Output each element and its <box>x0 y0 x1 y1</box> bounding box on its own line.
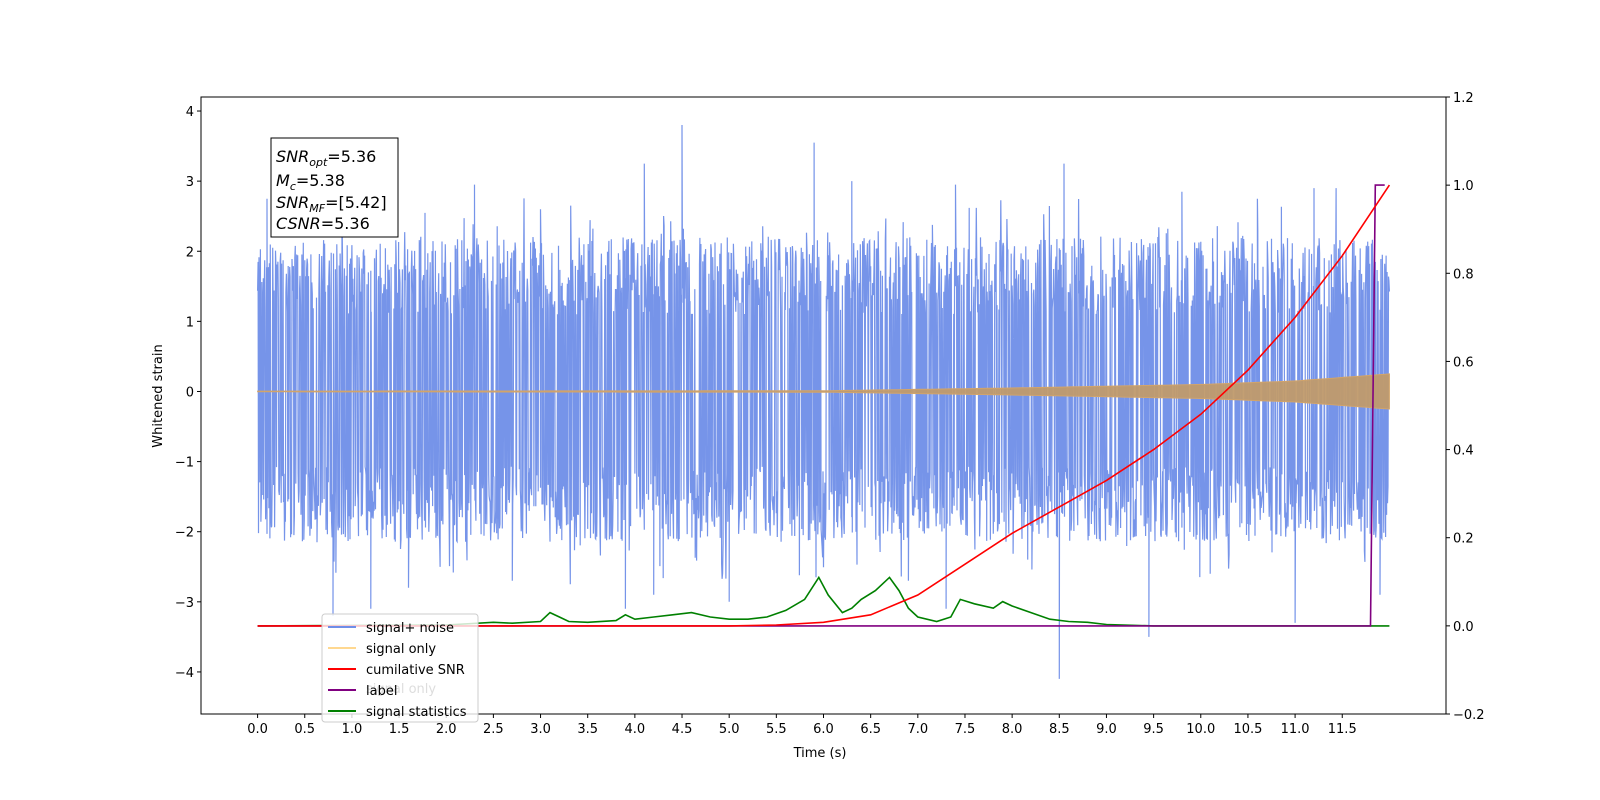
x-axis-ticks: 0.0 0.5 1.0 1.5 2.0 2.5 3.0 3.5 4.0 4.5 5.0 5.5 6.0 6… <box>247 714 1357 737</box>
y2-tick-label: 1.2 <box>1453 91 1474 106</box>
y2-tick-label: 0.0 <box>1453 620 1474 635</box>
y-tick-label: −4 <box>175 666 194 681</box>
x-tick-label: 6.0 <box>813 722 834 737</box>
legend-label: signal statistics <box>366 705 467 720</box>
y2-tick-label: 0.4 <box>1453 444 1474 459</box>
x-tick-label: 2.0 <box>436 722 457 737</box>
y-tick-label: 0 <box>186 385 194 400</box>
annotation-mc: Mc=5.38 <box>276 171 345 193</box>
series-cumulative-snr <box>257 184 1391 627</box>
y-tick-label: 4 <box>186 105 194 120</box>
x-axis-label: Time (s) <box>793 746 847 761</box>
y2-tick-label: 1.0 <box>1453 179 1474 194</box>
legend-label: label <box>366 684 397 699</box>
x-tick-label: 0.5 <box>294 722 315 737</box>
annotation-frame <box>270 137 399 238</box>
x-tick-label: 6.5 <box>860 722 881 737</box>
x-tick-label: 5.5 <box>766 722 787 737</box>
y-tick-label: 3 <box>186 175 194 190</box>
x-tick-label: 11.0 <box>1281 722 1310 737</box>
x-tick-label: 4.5 <box>672 722 693 737</box>
y-tick-label: −2 <box>175 526 194 541</box>
x-tick-label: 3.0 <box>530 722 551 737</box>
legend-label: cumilative SNR <box>366 663 465 678</box>
y2-tick-label: −0.2 <box>1453 708 1485 723</box>
y-tick-label: −3 <box>175 596 194 611</box>
series-signal-noise <box>257 124 1390 679</box>
y-axis-ticks: 4 3 2 1 0 −1 −2 −3 −4 <box>175 105 201 681</box>
series-label <box>257 184 1385 627</box>
legend-label: signal+ noise <box>366 621 454 636</box>
x-tick-label: 7.0 <box>907 722 928 737</box>
x-tick-label: 11.5 <box>1328 722 1357 737</box>
annotation-box: SNRopt=5.36 Mc=5.38 SNRMF=[5.42] CSNR=5.… <box>270 137 399 238</box>
y2-tick-label: 0.8 <box>1453 267 1474 282</box>
series-signal-only <box>257 373 1390 410</box>
y2-axis-ticks: 1.2 1.0 0.8 0.6 0.4 0.2 0.0 −0.2 <box>1446 91 1485 723</box>
legend-items: signal+ noise signal only cumilative SNR la… <box>328 621 467 720</box>
x-tick-label: 1.5 <box>389 722 410 737</box>
y-axis-label: Whitened strain <box>151 344 166 447</box>
annotation-csnr: CSNR=5.36 <box>276 214 370 233</box>
y2-tick-label: 0.2 <box>1453 532 1474 547</box>
y-tick-label: 2 <box>186 245 194 260</box>
plot-content <box>257 124 1391 679</box>
y-tick-label: −1 <box>175 456 194 471</box>
x-tick-label: 9.5 <box>1143 722 1164 737</box>
legend: signal only signal+ noise signal only cumi… <box>321 613 479 723</box>
y2-tick-label: 0.6 <box>1453 355 1474 370</box>
legend-ghost-text: signal only <box>366 682 436 697</box>
annotation-snr-mf: SNRMF=[5.42] <box>276 193 387 215</box>
x-tick-label: 10.5 <box>1233 722 1262 737</box>
x-tick-label: 3.5 <box>577 722 598 737</box>
legend-label: signal only <box>366 642 436 657</box>
x-tick-label: 10.0 <box>1186 722 1215 737</box>
x-tick-label: 0.0 <box>247 722 268 737</box>
annotation-snr-opt: SNRopt=5.36 <box>276 147 376 169</box>
x-tick-label: 4.0 <box>625 722 646 737</box>
legend-frame <box>321 613 479 723</box>
x-tick-label: 8.0 <box>1002 722 1023 737</box>
x-tick-label: 9.0 <box>1096 722 1117 737</box>
x-tick-label: 5.0 <box>719 722 740 737</box>
y-tick-label: 1 <box>186 315 194 330</box>
x-tick-label: 8.5 <box>1049 722 1070 737</box>
series-signal-statistics <box>257 575 1390 627</box>
x-tick-label: 1.0 <box>342 722 363 737</box>
x-tick-label: 2.5 <box>483 722 504 737</box>
x-tick-label: 7.5 <box>955 722 976 737</box>
